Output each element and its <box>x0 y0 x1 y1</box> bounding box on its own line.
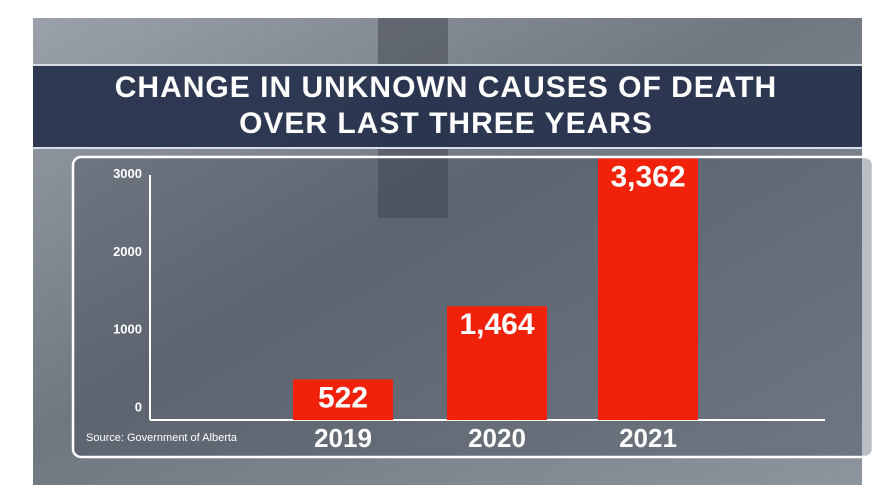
value-label: 522 <box>318 381 368 414</box>
y-tick-label: 2000 <box>113 244 142 259</box>
y-tick-label: 1000 <box>113 322 142 337</box>
x-tick-label: 2020 <box>468 423 526 453</box>
y-tick-label: 0 <box>135 399 142 414</box>
y-tick-label: 3000 <box>113 166 142 181</box>
bar <box>447 306 547 420</box>
value-label: 1,464 <box>459 308 534 341</box>
source: Source: Government of Alberta <box>86 432 238 444</box>
title-banner <box>33 65 862 148</box>
value-label: 3,362 <box>610 160 685 193</box>
chart-title: CHANGE IN UNKNOWN CAUSES OF DEATH OVER L… <box>114 71 778 140</box>
x-tick-label: 2021 <box>619 423 677 453</box>
x-tick-label: 2019 <box>314 423 372 453</box>
bar <box>293 379 393 420</box>
bar <box>598 158 698 420</box>
